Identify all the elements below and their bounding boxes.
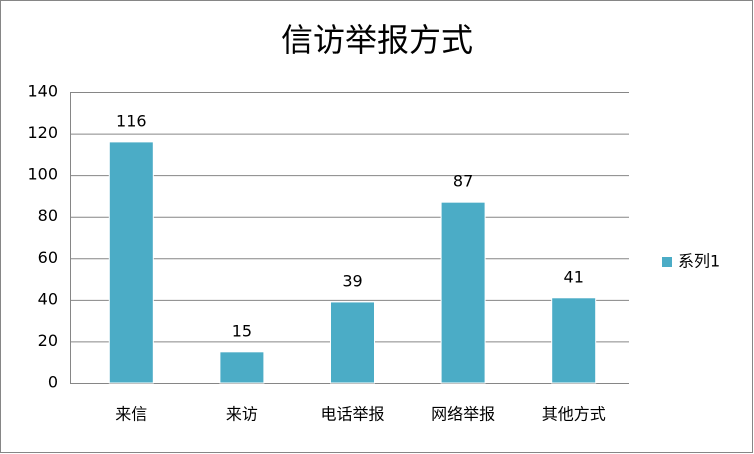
- y-tick-label: 40: [38, 289, 58, 308]
- bar: [440, 201, 486, 384]
- y-tick-label: 20: [38, 331, 58, 350]
- bar: [551, 297, 597, 384]
- x-tick-label: 电话举报: [320, 405, 384, 424]
- x-tick-label: 来访: [226, 405, 258, 424]
- data-label: 41: [564, 267, 584, 286]
- legend-label: 系列1: [678, 252, 720, 271]
- bar: [330, 301, 375, 384]
- legend-swatch: [662, 257, 672, 267]
- x-tick-label: 其他方式: [542, 405, 606, 424]
- data-label: 15: [232, 321, 252, 340]
- data-label: 116: [116, 111, 147, 130]
- data-label: 39: [342, 271, 362, 290]
- y-tick-label: 80: [38, 206, 58, 225]
- x-tick-label: 网络举报: [431, 405, 495, 424]
- y-tick-label: 100: [27, 165, 58, 184]
- data-label: 87: [453, 172, 473, 191]
- chart-title: 信访举报方式: [281, 21, 473, 59]
- bar: [108, 141, 154, 384]
- y-tick-label: 60: [38, 248, 58, 267]
- y-tick-label: 0: [48, 373, 58, 392]
- bar: [219, 351, 265, 384]
- x-tick-label: 来信: [115, 405, 147, 424]
- y-tick-label: 120: [27, 123, 58, 142]
- y-tick-label: 140: [27, 82, 58, 101]
